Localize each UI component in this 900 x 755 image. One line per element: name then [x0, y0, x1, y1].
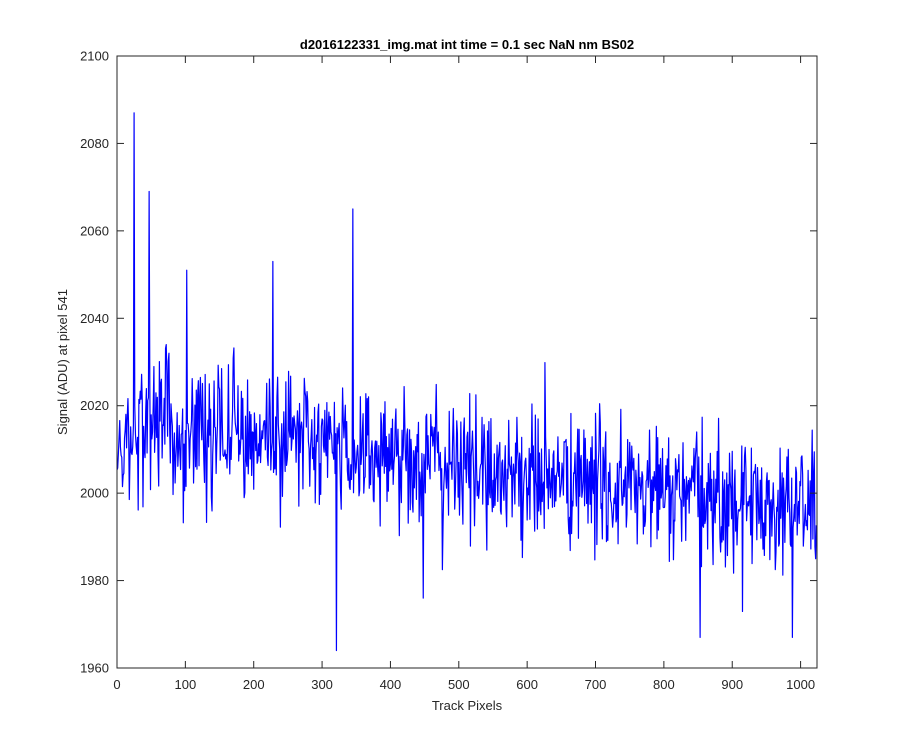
- x-tick-label: 900: [721, 677, 743, 692]
- plot-area: [117, 56, 817, 668]
- x-axis-label: Track Pixels: [432, 698, 503, 713]
- x-tick-label: 500: [448, 677, 470, 692]
- x-tick-label: 1000: [786, 677, 815, 692]
- x-tick-label: 600: [516, 677, 538, 692]
- y-tick-label: 2060: [80, 223, 109, 238]
- y-tick-label: 2000: [80, 486, 109, 501]
- x-tick-label: 300: [311, 677, 333, 692]
- y-tick-label: 2100: [80, 49, 109, 64]
- x-tick-label: 800: [653, 677, 675, 692]
- x-tick-label: 0: [113, 677, 120, 692]
- series-layer: [116, 112, 817, 652]
- y-tick-label: 1980: [80, 573, 109, 588]
- x-tick-label: 700: [585, 677, 607, 692]
- tick-layer: 0 100 200 300 400 500 600 700 800 900 1000 1960 1980…: [80, 49, 817, 692]
- y-tick-label: 2080: [80, 136, 109, 151]
- y-tick-label: 2040: [80, 311, 109, 326]
- y-axis-label: Signal (ADU) at pixel 541: [55, 289, 70, 435]
- axes-box: [116, 55, 818, 669]
- y-tick-label: 2020: [80, 398, 109, 413]
- signal-series-line: [116, 112, 817, 652]
- y-tick-label: 1960: [80, 661, 109, 676]
- chart-title: d2016122331_img.mat int time = 0.1 sec N…: [300, 37, 634, 52]
- x-tick-label: 100: [175, 677, 197, 692]
- x-tick-label: 200: [243, 677, 265, 692]
- x-tick-label: 400: [380, 677, 402, 692]
